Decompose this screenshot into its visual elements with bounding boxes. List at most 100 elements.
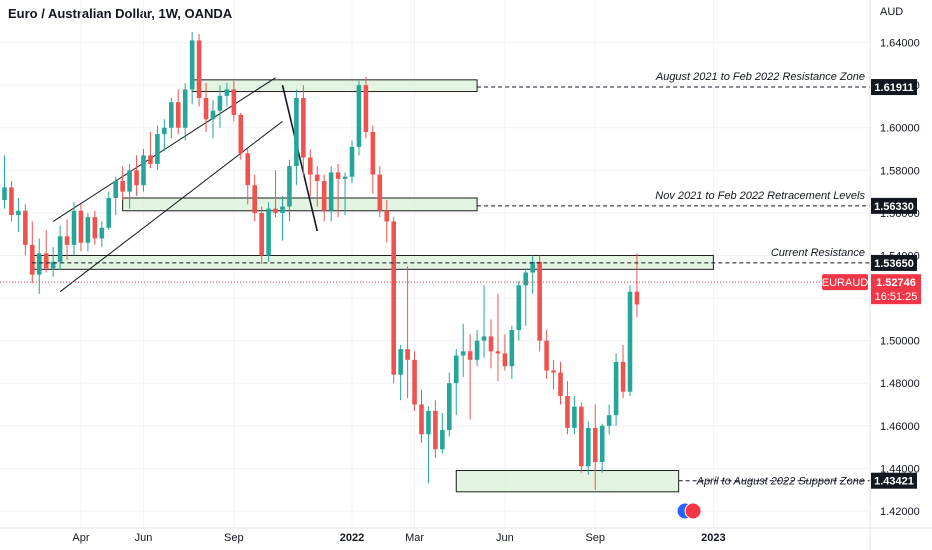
zone-annotation: Current Resistance [771,247,865,259]
candle-body [99,227,105,239]
candle-body [78,210,84,243]
candle-body [342,176,348,179]
candle-body [266,208,271,256]
candle-body [551,370,556,373]
x-tick-label: Mar [405,532,424,544]
candle-body [30,244,35,275]
countdown-label: 16:51:25 [875,291,918,303]
candle-body [460,351,466,356]
candle-body [447,383,452,431]
current-price-label: 1.52746 [876,277,916,289]
zone-box [31,254,714,270]
candle-body [120,180,125,192]
level-price-label: 1.61911 [874,82,913,94]
candle-body [391,221,396,375]
candle-body [127,170,132,192]
candle-body [405,349,410,360]
candle-body [599,425,605,462]
x-tick-label: Jun [496,532,514,544]
zone-box [122,197,478,212]
zone-annotation: Nov 2021 to Feb 2022 Retracement Levels [655,190,865,202]
x-tick-label: Sep [224,532,244,544]
x-tick-label: Apr [72,532,89,544]
candle-body [516,285,522,330]
candle-body [558,372,563,396]
candle-body [328,172,334,211]
candle-body [301,97,306,158]
zone-annotation: August 2021 to Feb 2022 Resistance Zone [655,71,865,83]
candle-body [71,210,77,245]
candle-body [613,361,619,416]
y-tick-label: 1.58000 [880,165,920,177]
candle-body [565,396,570,428]
candle-body [467,351,473,360]
level-price-tag [871,79,917,96]
candle-body [189,40,195,90]
candle-body [377,174,383,211]
level-price-tag [871,472,917,489]
candle-body [203,97,209,120]
level-price-label: 1.43421 [874,476,914,488]
candle-body [57,236,63,262]
candle-body [572,406,577,428]
candle-body [169,102,174,128]
candle-body [113,180,118,198]
candle-body [50,261,56,269]
candle-body [321,180,327,211]
candle-body [224,89,230,96]
candle-body [592,427,598,462]
candle-body [106,198,112,228]
candle-body [419,404,424,435]
candle-body [530,261,535,273]
candle-body [217,95,223,111]
chart-title: Euro / Australian Dollar, 1W, OANDA [8,6,233,21]
candle-body [141,155,146,186]
candle-body [148,155,153,164]
symbol-tag [822,274,868,291]
candle-body [384,210,390,222]
candle-body [210,110,216,120]
candle-body [398,349,403,375]
candle-body [509,330,515,367]
y-tick-label: 1.64000 [880,38,920,50]
candle-body [134,170,139,186]
candle-body [43,253,49,269]
symbol-tag-label: EURAUD [822,277,869,289]
candle-body [36,253,42,275]
zone-annotation: April to August 2022 Support Zone [696,476,865,488]
candle-body [273,208,278,213]
candle-body [620,361,626,392]
x-tick-label: Jun [135,532,153,544]
y-tick-label: 1.60000 [880,123,920,135]
candle-body [85,217,91,243]
candle-body [23,210,28,245]
trend-line [281,84,319,232]
candle-body [2,187,7,201]
candle-body [287,166,292,207]
candle-body [308,157,313,175]
x-tick-label: 2022 [340,532,364,544]
candle-body [426,410,431,435]
candle-body [363,85,369,132]
candle-body [155,134,160,164]
candle-body [579,406,584,467]
level-price-label: 1.56330 [874,201,914,213]
candle-body [481,336,487,341]
candle-body [245,153,251,186]
level-price-tag [871,197,917,214]
candle-body [175,102,181,128]
candle-body [433,410,438,450]
level-price-label: 1.53650 [874,258,914,270]
candle-body [453,355,459,384]
current-price-tag [871,274,921,305]
currency-label: AUD [880,6,904,18]
candle-body [196,40,202,98]
candle-body [182,89,188,128]
candle-body [92,217,98,239]
candle-body [16,210,21,216]
candle-body [349,146,355,177]
y-tick-label: 1.48000 [880,378,920,390]
candle-body [495,351,501,354]
zone-box [455,470,680,493]
